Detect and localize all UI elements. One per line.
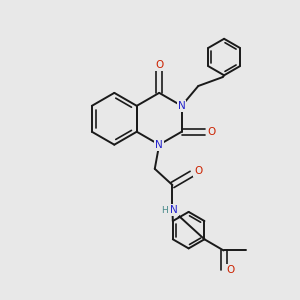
Text: N: N (178, 101, 185, 111)
Text: O: O (155, 61, 163, 70)
Text: N: N (155, 140, 163, 150)
Text: H: H (161, 206, 168, 214)
Text: O: O (207, 127, 215, 137)
Text: N: N (170, 205, 178, 215)
Text: O: O (194, 166, 202, 176)
Text: O: O (227, 265, 235, 275)
